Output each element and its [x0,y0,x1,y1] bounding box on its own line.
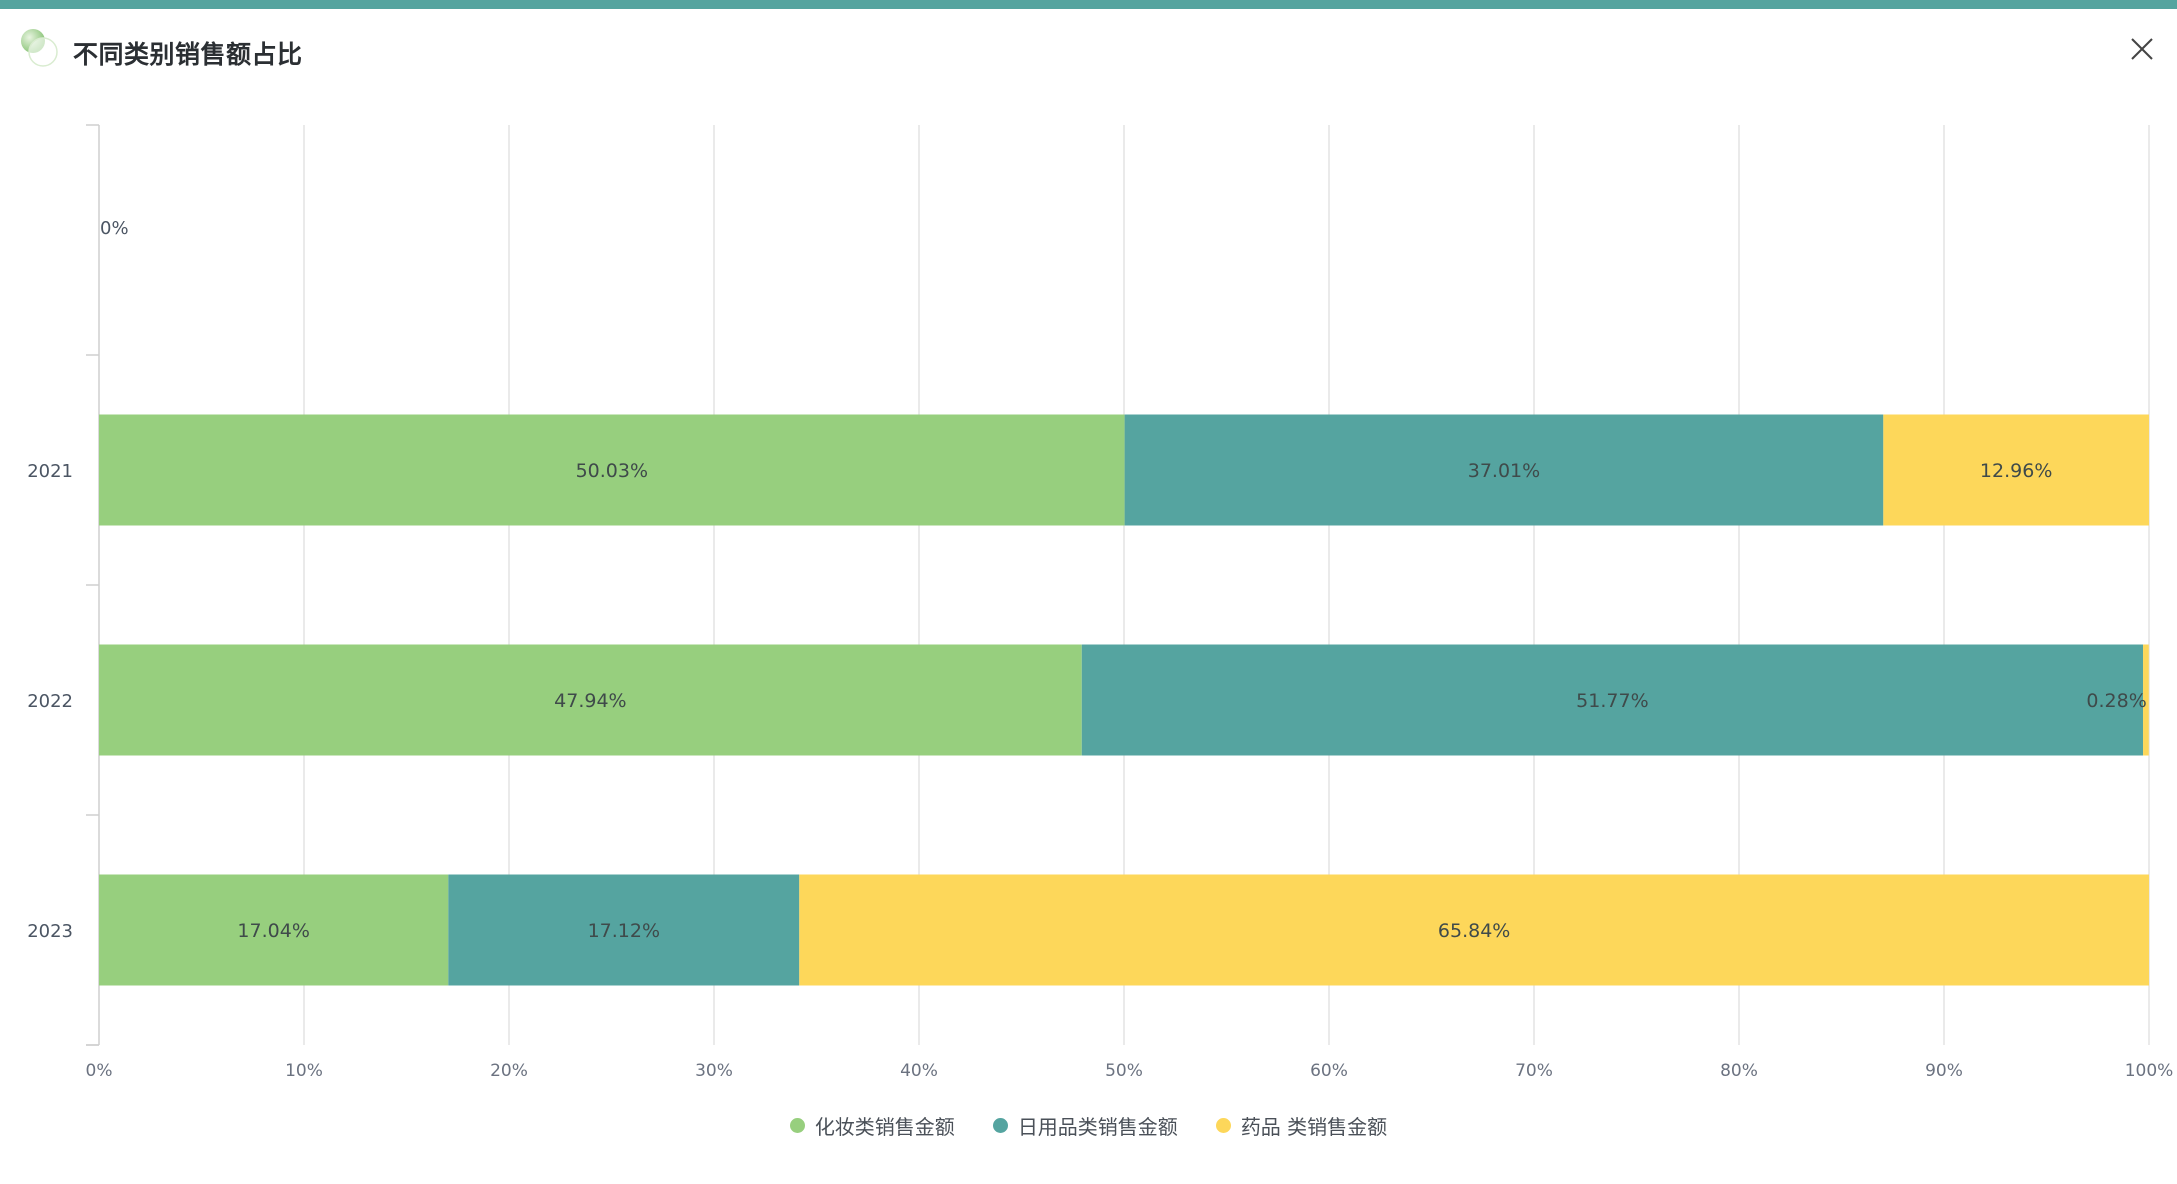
legend-dot-icon [789,1117,805,1133]
legend-item[interactable]: 药品 类销售金额 [1215,1111,1388,1140]
legend-item[interactable]: 化妆类销售金额 [789,1111,955,1140]
x-tick-label: 40% [900,1061,938,1081]
bar-data-label: 17.04% [237,920,309,942]
bar-data-label: 12.96% [1980,460,2052,482]
x-tick-label: 80% [1720,1061,1758,1081]
x-tick-label: 0% [86,1061,113,1081]
bar-data-label: 37.01% [1468,460,1540,482]
empty-row-label: 0% [100,218,129,239]
x-tick-label: 10% [285,1061,323,1081]
y-category-label: 2021 [27,461,73,482]
y-category-label: 2022 [27,691,73,712]
bar-segment [448,874,800,986]
bar-data-label: 17.12% [588,920,660,942]
legend-dot-icon [1215,1117,1231,1133]
bar-data-label: 51.77% [1576,690,1648,712]
x-tick-label: 100% [2125,1061,2174,1081]
dialog-header: 不同类别销售额占比 [0,9,2177,89]
close-icon[interactable] [2128,35,2156,63]
bar-segment [99,414,1125,526]
bar-segment [99,874,449,986]
bar-data-label: 0.28% [2086,690,2146,712]
bar-segment [799,874,2149,986]
bubbles-icon [21,29,58,67]
legend-item[interactable]: 日用品类销售金额 [992,1111,1178,1140]
page-title: 不同类别销售额占比 [73,40,303,69]
legend-label: 化妆类销售金额 [814,1114,955,1139]
bar-segment [1081,644,2144,756]
bar-segment [2143,644,2149,756]
y-category-label: 2023 [27,921,73,942]
x-tick-label: 50% [1105,1061,1143,1081]
bar-data-label: 47.94% [554,690,626,712]
legend-dot-icon [992,1117,1008,1133]
legend-label: 日用品类销售金额 [1017,1114,1178,1139]
x-tick-label: 30% [695,1061,733,1081]
x-tick-label: 70% [1515,1061,1553,1081]
window-top-stripe [0,0,2177,9]
x-tick-label: 20% [490,1061,528,1081]
bar-segment [99,644,1082,756]
bar-segment [1124,414,1884,526]
bar-data-label: 50.03% [576,460,648,482]
x-tick-label: 60% [1310,1061,1348,1081]
x-tick-label: 90% [1925,1061,1963,1081]
bar-data-label: 65.84% [1438,920,1510,942]
chart-legend: 化妆类销售金额 日用品类销售金额 药品 类销售金额 [0,1108,2177,1142]
bar-segment [1883,414,2149,526]
legend-label: 药品 类销售金额 [1240,1114,1388,1139]
